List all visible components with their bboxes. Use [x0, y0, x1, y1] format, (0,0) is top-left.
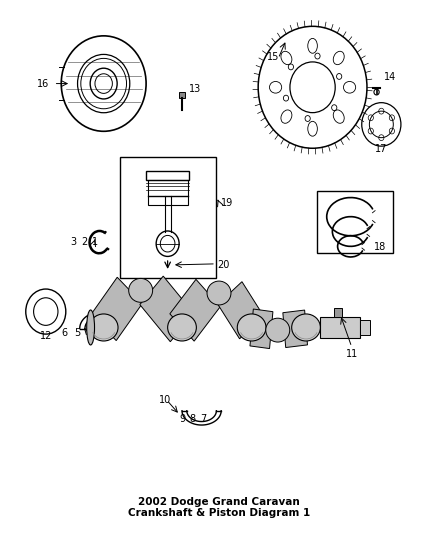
Polygon shape [91, 277, 142, 341]
Text: 20: 20 [218, 261, 230, 270]
Text: 2002 Dodge Grand Caravan
Crankshaft & Piston Diagram 1: 2002 Dodge Grand Caravan Crankshaft & Pi… [128, 497, 310, 519]
Text: 14: 14 [384, 72, 396, 82]
Text: 15: 15 [267, 52, 279, 62]
Bar [148, 180, 187, 205]
Ellipse shape [237, 314, 266, 341]
Ellipse shape [207, 281, 231, 305]
Ellipse shape [129, 278, 152, 302]
Text: 11: 11 [346, 349, 358, 359]
Text: 6: 6 [61, 328, 67, 338]
Ellipse shape [89, 314, 118, 341]
Bar [179, 92, 185, 98]
Text: 2: 2 [81, 237, 87, 247]
Text: 7: 7 [201, 414, 207, 424]
Text: 13: 13 [188, 84, 201, 94]
Ellipse shape [87, 310, 95, 345]
Ellipse shape [266, 318, 290, 342]
Text: 9: 9 [179, 414, 185, 424]
Text: 5: 5 [74, 328, 81, 338]
Ellipse shape [292, 314, 321, 341]
Polygon shape [283, 310, 307, 348]
Text: 12: 12 [39, 332, 52, 342]
Polygon shape [140, 276, 194, 342]
Bar [317, 191, 393, 253]
Text: 3: 3 [70, 237, 76, 247]
Text: 18: 18 [374, 242, 386, 252]
Text: 19: 19 [221, 198, 233, 208]
Ellipse shape [168, 314, 196, 341]
Bar [334, 308, 343, 317]
Bar [321, 317, 360, 338]
Polygon shape [250, 309, 273, 349]
Bar [120, 157, 215, 278]
Bar [360, 320, 371, 335]
Text: 4: 4 [88, 328, 94, 338]
Polygon shape [170, 279, 220, 341]
Text: 10: 10 [159, 395, 171, 405]
Text: 17: 17 [375, 144, 388, 154]
Text: 8: 8 [190, 414, 196, 424]
Text: 1: 1 [92, 237, 98, 247]
Text: 16: 16 [37, 78, 49, 88]
Bar [146, 171, 189, 180]
Polygon shape [218, 282, 264, 339]
